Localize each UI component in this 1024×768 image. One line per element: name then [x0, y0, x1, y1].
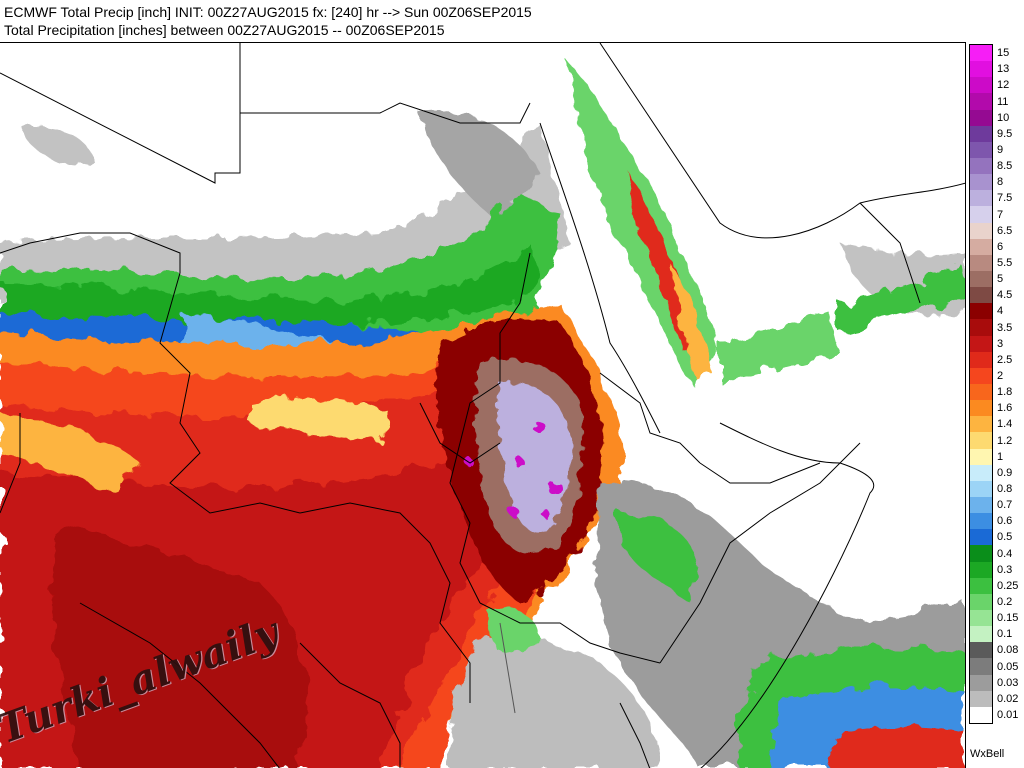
legend-swatch — [970, 593, 992, 611]
legend-label: 10 — [997, 111, 1010, 124]
legend-label: 0.7 — [997, 499, 1013, 512]
east-africa-light — [450, 481, 965, 768]
legend-label: 0.02 — [997, 692, 1019, 705]
legend-swatch — [970, 658, 992, 676]
legend-label: 0.3 — [997, 563, 1013, 576]
legend-label: 12 — [997, 79, 1010, 92]
legend-swatch — [970, 141, 992, 159]
legend-swatch — [970, 222, 992, 240]
legend-label: 13 — [997, 63, 1010, 76]
legend-swatch — [970, 626, 992, 643]
legend-swatch — [970, 416, 992, 433]
legend-label: 1.6 — [997, 402, 1013, 415]
legend-swatch — [970, 690, 992, 708]
legend-swatch — [970, 497, 992, 514]
legend-label: 5.5 — [997, 256, 1013, 269]
legend-label: 1.2 — [997, 434, 1013, 447]
red-sea-band — [570, 63, 965, 383]
horn-coastline — [700, 422, 875, 768]
legend-swatch — [970, 238, 992, 256]
legend-swatch — [970, 384, 992, 401]
legend-swatch — [970, 400, 992, 417]
legend-label: 1.4 — [997, 418, 1013, 431]
legend-label: 8.5 — [997, 160, 1013, 173]
legend-swatch — [970, 464, 992, 482]
legend-label: 0.2 — [997, 595, 1013, 608]
legend-label: 1.8 — [997, 386, 1013, 399]
legend-label: 3 — [997, 337, 1004, 350]
legend-swatch — [970, 254, 992, 272]
legend-label: 0.03 — [997, 676, 1019, 689]
legend-swatch — [970, 174, 992, 191]
legend-label: 9.5 — [997, 127, 1013, 140]
legend-label: 2 — [997, 369, 1004, 382]
legend-label: 6.5 — [997, 224, 1013, 237]
legend-label: 0.9 — [997, 466, 1013, 479]
legend-swatch — [970, 610, 992, 627]
legend-label: 3.5 — [997, 321, 1013, 334]
legend-swatch — [970, 109, 992, 127]
heavy-precip-main — [0, 303, 623, 768]
legend-swatch — [970, 367, 992, 385]
map-header: ECMWF Total Precip [inch] INIT: 00Z27AUG… — [0, 0, 966, 42]
legend-swatch — [970, 77, 992, 94]
legend-label: 15 — [997, 47, 1010, 60]
legend-label: 0.25 — [997, 579, 1019, 592]
legend-label: 1 — [997, 450, 1004, 463]
legend-label: 0.4 — [997, 547, 1013, 560]
legend-label: 4.5 — [997, 289, 1013, 302]
legend-label: 0.08 — [997, 644, 1019, 657]
legend-swatch — [970, 190, 992, 207]
color-scale-legend — [969, 44, 993, 724]
legend-swatch — [970, 271, 992, 288]
legend-swatch — [970, 125, 992, 143]
legend-swatch — [970, 335, 992, 353]
legend-swatch — [970, 642, 992, 659]
legend-swatch — [970, 319, 992, 337]
legend-label: 0.8 — [997, 482, 1013, 495]
legend-swatch — [970, 158, 992, 175]
legend-swatch — [970, 545, 992, 563]
legend-swatch — [970, 303, 992, 320]
legend-swatch — [970, 351, 992, 369]
legend-swatch — [970, 529, 992, 546]
legend-label: 0.05 — [997, 660, 1019, 673]
legend-label: 8 — [997, 176, 1004, 189]
lake-outline — [499, 622, 516, 714]
map-title: ECMWF Total Precip [inch] INIT: 00Z27AUG… — [4, 4, 532, 20]
legend-swatch — [970, 61, 992, 78]
legend-swatch — [970, 432, 992, 450]
legend-swatch — [970, 206, 992, 224]
legend-label: 0.1 — [997, 628, 1013, 641]
legend-label: 6 — [997, 240, 1004, 253]
legend-swatch — [970, 674, 992, 692]
legend-swatch — [970, 93, 992, 111]
wxbell-credit: WxBell — [970, 748, 1005, 760]
political-borders — [0, 43, 965, 768]
legend-label: 5 — [997, 273, 1004, 286]
legend-label: 4 — [997, 305, 1004, 318]
legend-label: 9 — [997, 143, 1004, 156]
precipitation-map — [0, 42, 966, 768]
legend-label: 0.5 — [997, 531, 1013, 544]
legend-swatch — [970, 561, 992, 579]
legend-swatch — [970, 448, 992, 466]
legend-swatch — [970, 287, 992, 304]
legend-swatch — [970, 45, 992, 62]
map-subtitle: Total Precipitation [inches] between 00Z… — [4, 22, 445, 38]
legend-label: 0.01 — [997, 708, 1019, 721]
legend-swatch — [970, 577, 992, 595]
legend-label: 0.15 — [997, 612, 1019, 625]
legend-label: 11 — [997, 95, 1009, 108]
legend-swatch — [970, 706, 992, 724]
legend-label: 2.5 — [997, 353, 1013, 366]
legend-swatch — [970, 480, 992, 498]
ethiopia-highlands — [436, 319, 603, 603]
legend-label: 0.6 — [997, 515, 1013, 528]
legend-swatch — [970, 513, 992, 530]
legend-label: 7 — [997, 208, 1004, 221]
legend-label: 7.5 — [997, 192, 1013, 205]
